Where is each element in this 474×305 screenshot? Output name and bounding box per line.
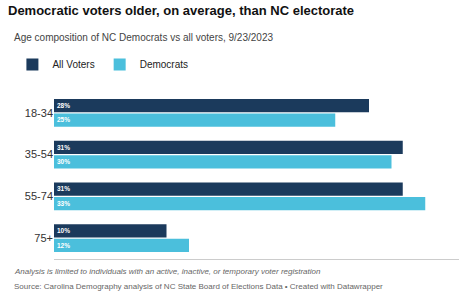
svg-text:55-74: 55-74 [25, 190, 53, 202]
svg-text:Analysis is limited to individ: Analysis is limited to individuals with … [14, 267, 321, 276]
svg-text:Democratic voters older, on av: Democratic voters older, on average, tha… [8, 3, 354, 18]
svg-text:Age composition of NC Democrat: Age composition of NC Democrats vs all v… [14, 32, 273, 43]
svg-text:18-34: 18-34 [25, 107, 53, 119]
svg-text:75+: 75+ [34, 232, 53, 244]
svg-text:Source: Carolina Demography an: Source: Carolina Demography analysis of … [14, 282, 383, 291]
svg-text:Democrats: Democrats [140, 59, 188, 70]
svg-text:31%: 31% [57, 185, 70, 192]
svg-text:33%: 33% [57, 200, 70, 207]
svg-text:25%: 25% [57, 116, 70, 123]
svg-text:30%: 30% [57, 158, 70, 165]
svg-text:28%: 28% [57, 102, 70, 109]
svg-text:31%: 31% [57, 144, 70, 151]
svg-text:12%: 12% [57, 242, 70, 249]
svg-text:10%: 10% [57, 227, 70, 234]
svg-text:All Voters: All Voters [52, 59, 94, 70]
svg-text:35-54: 35-54 [25, 148, 53, 160]
